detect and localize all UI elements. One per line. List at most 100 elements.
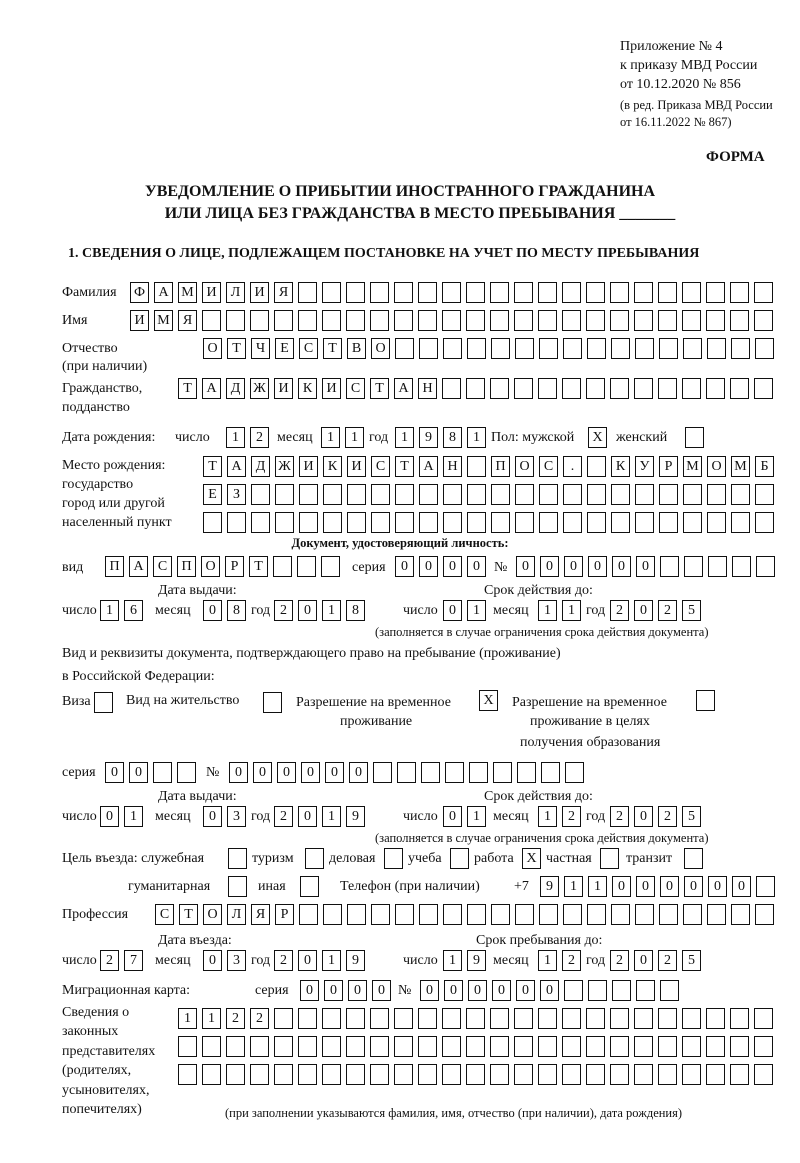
char-cell[interactable] <box>659 512 678 533</box>
checkbox-cell[interactable] <box>228 848 247 869</box>
char-cell[interactable]: 0 <box>492 980 511 1001</box>
char-cell[interactable] <box>706 282 725 303</box>
char-cell[interactable] <box>322 1036 341 1057</box>
char-cell[interactable]: 1 <box>467 600 486 621</box>
char-cell[interactable]: 0 <box>684 876 703 897</box>
char-cell[interactable]: 6 <box>124 600 143 621</box>
char-cell[interactable] <box>612 980 631 1001</box>
char-cell[interactable] <box>538 310 557 331</box>
char-cell[interactable]: 9 <box>346 950 365 971</box>
char-cell[interactable] <box>586 1008 605 1029</box>
char-cell[interactable] <box>370 282 389 303</box>
char-cell[interactable]: 2 <box>562 806 581 827</box>
char-cell[interactable] <box>754 378 773 399</box>
char-cell[interactable] <box>754 282 773 303</box>
char-cell[interactable]: . <box>563 456 582 477</box>
char-cell[interactable]: Д <box>226 378 245 399</box>
char-cell[interactable] <box>610 378 629 399</box>
char-cell[interactable]: 0 <box>277 762 296 783</box>
char-cell[interactable] <box>539 512 558 533</box>
char-cell[interactable] <box>634 378 653 399</box>
char-cell[interactable] <box>731 904 750 925</box>
checkbox-cell[interactable]: X <box>479 690 498 711</box>
char-cell[interactable]: 0 <box>203 806 222 827</box>
char-cell[interactable] <box>706 378 725 399</box>
char-cell[interactable]: Р <box>659 456 678 477</box>
checkbox-cell[interactable] <box>300 876 319 897</box>
char-cell[interactable] <box>347 904 366 925</box>
char-cell[interactable] <box>564 980 583 1001</box>
char-cell[interactable] <box>418 282 437 303</box>
char-cell[interactable]: П <box>105 556 124 577</box>
checkbox-cell[interactable]: X <box>588 427 607 448</box>
char-cell[interactable] <box>562 378 581 399</box>
char-cell[interactable] <box>586 1064 605 1085</box>
char-cell[interactable]: 0 <box>443 600 462 621</box>
char-cell[interactable]: А <box>129 556 148 577</box>
char-cell[interactable] <box>394 1008 413 1029</box>
char-cell[interactable]: Т <box>179 904 198 925</box>
char-cell[interactable] <box>202 310 221 331</box>
char-cell[interactable] <box>275 484 294 505</box>
char-cell[interactable] <box>153 762 172 783</box>
char-cell[interactable] <box>467 904 486 925</box>
char-cell[interactable]: 9 <box>540 876 559 897</box>
char-cell[interactable] <box>395 904 414 925</box>
char-cell[interactable]: 0 <box>298 950 317 971</box>
char-cell[interactable] <box>493 762 512 783</box>
char-cell[interactable] <box>419 484 438 505</box>
char-cell[interactable]: 1 <box>100 600 119 621</box>
char-cell[interactable] <box>562 1036 581 1057</box>
char-cell[interactable]: 1 <box>322 600 341 621</box>
checkbox-cell[interactable] <box>228 876 247 897</box>
char-cell[interactable] <box>442 378 461 399</box>
char-cell[interactable]: 0 <box>467 556 486 577</box>
char-cell[interactable] <box>635 512 654 533</box>
char-cell[interactable]: 2 <box>658 600 677 621</box>
char-cell[interactable] <box>587 484 606 505</box>
char-cell[interactable]: А <box>419 456 438 477</box>
char-cell[interactable] <box>226 310 245 331</box>
char-cell[interactable] <box>299 484 318 505</box>
char-cell[interactable] <box>682 1036 701 1057</box>
char-cell[interactable] <box>682 282 701 303</box>
char-cell[interactable] <box>610 310 629 331</box>
char-cell[interactable]: 1 <box>564 876 583 897</box>
char-cell[interactable]: 5 <box>682 950 701 971</box>
char-cell[interactable] <box>587 456 606 477</box>
char-cell[interactable] <box>586 310 605 331</box>
char-cell[interactable] <box>730 282 749 303</box>
char-cell[interactable] <box>397 762 416 783</box>
char-cell[interactable] <box>395 338 414 359</box>
char-cell[interactable]: 0 <box>348 980 367 1001</box>
char-cell[interactable] <box>442 1036 461 1057</box>
char-cell[interactable]: А <box>227 456 246 477</box>
char-cell[interactable] <box>538 282 557 303</box>
char-cell[interactable] <box>371 484 390 505</box>
char-cell[interactable]: 0 <box>468 980 487 1001</box>
char-cell[interactable] <box>442 1064 461 1085</box>
char-cell[interactable] <box>755 904 774 925</box>
char-cell[interactable] <box>539 338 558 359</box>
char-cell[interactable]: 0 <box>732 876 751 897</box>
char-cell[interactable] <box>490 310 509 331</box>
char-cell[interactable]: 1 <box>321 427 340 448</box>
char-cell[interactable]: С <box>371 456 390 477</box>
char-cell[interactable] <box>178 1064 197 1085</box>
char-cell[interactable] <box>322 1064 341 1085</box>
char-cell[interactable] <box>706 1036 725 1057</box>
char-cell[interactable] <box>299 904 318 925</box>
char-cell[interactable]: 2 <box>610 950 629 971</box>
char-cell[interactable]: Ч <box>251 338 270 359</box>
char-cell[interactable] <box>754 310 773 331</box>
char-cell[interactable] <box>419 904 438 925</box>
char-cell[interactable] <box>708 556 727 577</box>
char-cell[interactable]: И <box>202 282 221 303</box>
char-cell[interactable] <box>538 1064 557 1085</box>
char-cell[interactable] <box>587 338 606 359</box>
char-cell[interactable] <box>611 338 630 359</box>
char-cell[interactable]: К <box>323 456 342 477</box>
char-cell[interactable] <box>467 512 486 533</box>
char-cell[interactable]: 2 <box>610 600 629 621</box>
char-cell[interactable]: О <box>371 338 390 359</box>
